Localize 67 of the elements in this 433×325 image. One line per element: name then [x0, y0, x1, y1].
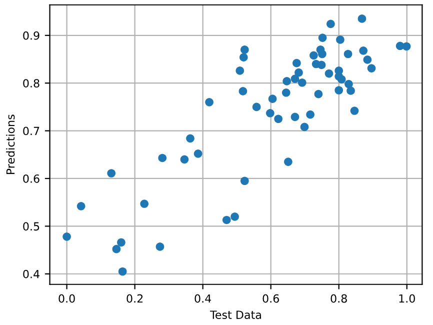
- point: [358, 14, 366, 23]
- point: [290, 112, 300, 122]
- x-axis-title: Test Data: [210, 310, 261, 320]
- point: [318, 50, 326, 58]
- point: [180, 155, 189, 164]
- point: [367, 64, 376, 72]
- x-tick-label: 0.6: [262, 294, 279, 303]
- point: [402, 42, 411, 51]
- point: [346, 86, 355, 95]
- point: [240, 46, 249, 54]
- point: [194, 150, 202, 158]
- point: [268, 94, 277, 104]
- point: [205, 98, 214, 106]
- point: [300, 122, 309, 132]
- y-tick-label: 0.5: [23, 222, 40, 231]
- point: [292, 58, 301, 68]
- point: [350, 106, 359, 115]
- point: [314, 90, 323, 98]
- point: [290, 74, 300, 83]
- point: [240, 176, 249, 186]
- point: [318, 34, 327, 42]
- y-tick-label: 0.4: [23, 270, 40, 278]
- y-tick-label: 0.6: [23, 174, 40, 183]
- point: [118, 267, 127, 276]
- y-tick-label: 0.9: [23, 31, 40, 40]
- point: [336, 36, 344, 44]
- point: [334, 86, 344, 94]
- point: [112, 244, 121, 254]
- y-tick-label: 0.7: [23, 126, 40, 136]
- point: [324, 69, 334, 78]
- point: [266, 108, 274, 118]
- point: [230, 212, 239, 221]
- point: [326, 20, 335, 28]
- point: [222, 216, 231, 224]
- point: [317, 60, 326, 70]
- point: [62, 232, 71, 241]
- point: [236, 66, 244, 75]
- point: [238, 87, 248, 96]
- point: [359, 46, 368, 55]
- point: [156, 242, 164, 251]
- point: [186, 134, 194, 143]
- point: [282, 77, 291, 86]
- point: [344, 80, 353, 88]
- point: [306, 110, 314, 119]
- point: [239, 53, 248, 62]
- point: [76, 202, 86, 210]
- point: [298, 78, 306, 87]
- x-tick-label: 0.4: [194, 294, 212, 303]
- x-tick-label: 1.0: [399, 294, 415, 303]
- point: [282, 88, 290, 97]
- y-axis-title: Predictions: [6, 114, 15, 174]
- point: [344, 50, 352, 58]
- point: [363, 56, 372, 64]
- x-tick-label: 0.8: [330, 294, 347, 303]
- point: [117, 238, 126, 247]
- point: [284, 158, 292, 166]
- point: [274, 114, 282, 124]
- point: [310, 51, 318, 60]
- point: [294, 68, 303, 77]
- point: [107, 169, 116, 178]
- x-tick-label: 0.2: [126, 294, 143, 303]
- point: [158, 154, 167, 162]
- x-tick-label: 0.0: [58, 294, 75, 303]
- point: [252, 102, 261, 112]
- point: [337, 75, 346, 84]
- point: [140, 200, 148, 208]
- y-tick-label: 0.8: [23, 79, 40, 88]
